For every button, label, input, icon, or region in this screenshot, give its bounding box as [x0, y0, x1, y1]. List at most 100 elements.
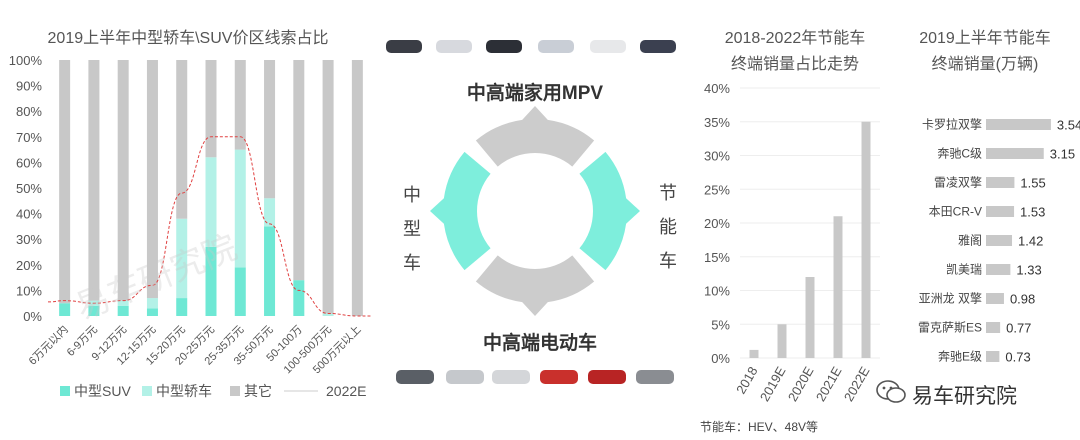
y-tick-label: 20%: [16, 258, 42, 273]
bar-segment-other: [205, 60, 217, 158]
x-tick-label: 6万元以内: [25, 322, 70, 367]
bar-segment-other: [146, 60, 158, 299]
bar-segment-other: [234, 60, 246, 150]
bar: [986, 293, 1004, 304]
bar-segment-sedan: [146, 298, 158, 309]
bar-segment-sedan: [205, 157, 217, 247]
legend-swatch: [230, 386, 240, 396]
bar-segment-sedan: [234, 149, 246, 268]
trend-chart-title-line2: 终端销量占比走势: [730, 56, 859, 73]
ring-segment-bottom: [475, 255, 595, 316]
value-label: 1.53: [1020, 205, 1045, 220]
value-label: 0.98: [1010, 292, 1035, 307]
bar: [749, 349, 759, 358]
sales-chart-title-line2: 终端销量(万辆): [931, 56, 1039, 73]
bar-segment-other: [88, 60, 100, 301]
trend-chart-footnote: 节能车：HEV、48V等: [700, 420, 819, 434]
wechat-icon: [876, 380, 906, 403]
category-label: 本田CR-V: [929, 205, 982, 219]
legend-swatch: [142, 386, 152, 396]
mpv-car-row: [380, 34, 680, 62]
y-tick-label: 30%: [16, 232, 42, 247]
bar-segment-other: [322, 60, 334, 314]
segment-ring-diagram: [430, 106, 640, 316]
bar-segment-suv: [146, 308, 158, 316]
bar: [986, 264, 1011, 275]
category-label: 凯美瑞: [946, 263, 982, 277]
y-tick-label: 35%: [704, 115, 730, 130]
bar-segment-suv: [293, 280, 305, 316]
y-tick-label: 10%: [704, 284, 730, 299]
legend-label: 其它: [244, 383, 272, 399]
bar: [986, 148, 1044, 159]
category-label: 雷凌双擎: [934, 175, 982, 190]
bar-segment-sedan: [264, 198, 276, 227]
ev-car-images: [396, 370, 674, 384]
ev-car-row: [388, 364, 688, 396]
bar: [777, 324, 787, 358]
y-tick-label: 0%: [23, 309, 42, 324]
bar: [986, 206, 1015, 217]
sales-horizontal-bar-chart: 卡罗拉双擎 3.54 奔驰C级 3.15 雷凌双擎 1.55 本田CR-V 1.53 雅阁 1.4…: [918, 117, 1080, 365]
ring-segment-left: [430, 151, 491, 271]
bar: [986, 322, 1001, 333]
category-label: 雷克萨斯ES: [918, 321, 982, 335]
category-label: 奔驰C级: [937, 147, 982, 161]
y-tick-label: 80%: [16, 104, 42, 119]
value-label: 0.77: [1006, 321, 1031, 336]
sales-chart-title-line1: 2019上半年节能车: [919, 30, 1051, 47]
value-label: 3.15: [1050, 147, 1075, 162]
bar: [986, 119, 1051, 130]
value-label: 0.73: [1005, 350, 1030, 365]
bar: [986, 177, 1015, 188]
diagram-left-label: 中型车: [403, 185, 421, 273]
value-label: 1.55: [1020, 176, 1045, 191]
bar: [986, 235, 1013, 246]
bar: [986, 351, 1000, 362]
y-tick-label: 30%: [704, 149, 730, 164]
bar-segment-suv: [88, 305, 100, 316]
bar-segment-other: [117, 60, 129, 301]
legend-swatch: [60, 386, 70, 396]
y-tick-label: 20%: [704, 216, 730, 231]
x-tick-label: 2018: [733, 364, 760, 397]
bar-segment-sedan: [176, 218, 188, 299]
brand-name: 易车研究院: [912, 385, 1017, 408]
legend-label: 2022E: [326, 383, 366, 399]
bar: [861, 121, 871, 358]
legend-label: 中型SUV: [74, 383, 131, 399]
y-tick-label: 40%: [16, 207, 42, 222]
y-tick-label: 90%: [16, 79, 42, 94]
ring-segment-top: [475, 106, 595, 167]
bar-segment-other: [264, 60, 276, 199]
bar-segment-sedan: [322, 313, 334, 316]
y-tick-label: 50%: [16, 181, 42, 196]
left-stacked-bar-chart: 0%10%20%30%40%50%60%70%80%90%100%6万元以内6-…: [9, 53, 372, 399]
value-label: 3.54: [1057, 118, 1080, 133]
x-tick-label: 2022E: [841, 364, 873, 404]
y-tick-label: 10%: [16, 283, 42, 298]
diagram-right-label: 节能车: [659, 183, 677, 271]
category-label: 亚洲龙 双擎: [919, 291, 982, 306]
y-tick-label: 40%: [704, 81, 730, 96]
category-label: 卡罗拉双擎: [922, 117, 982, 132]
legend-label: 中型轿车: [156, 383, 212, 399]
trend-chart-title-line1: 2018-2022年节能车: [724, 30, 866, 47]
bar-segment-suv: [117, 305, 129, 316]
x-tick-label: 2020E: [785, 364, 817, 404]
bar-segment-suv: [205, 246, 217, 316]
bar-segment-suv: [176, 298, 188, 316]
mpv-car-images: [386, 40, 676, 53]
x-tick-label: 2021E: [813, 364, 845, 404]
y-tick-label: 5%: [711, 317, 730, 332]
diagram-bottom-label: 中高端电动车: [482, 333, 597, 354]
bar-segment-other: [176, 60, 188, 219]
diagram-top-label: 中高端家用MPV: [466, 83, 604, 104]
x-tick-label: 2019E: [757, 364, 789, 404]
bar-segment-other: [293, 60, 305, 281]
bar-segment-other: [59, 60, 71, 304]
bar-segment-suv: [264, 226, 276, 316]
y-tick-label: 60%: [16, 155, 42, 170]
bar-segment-sedan: [117, 300, 129, 306]
value-label: 1.42: [1018, 234, 1043, 249]
